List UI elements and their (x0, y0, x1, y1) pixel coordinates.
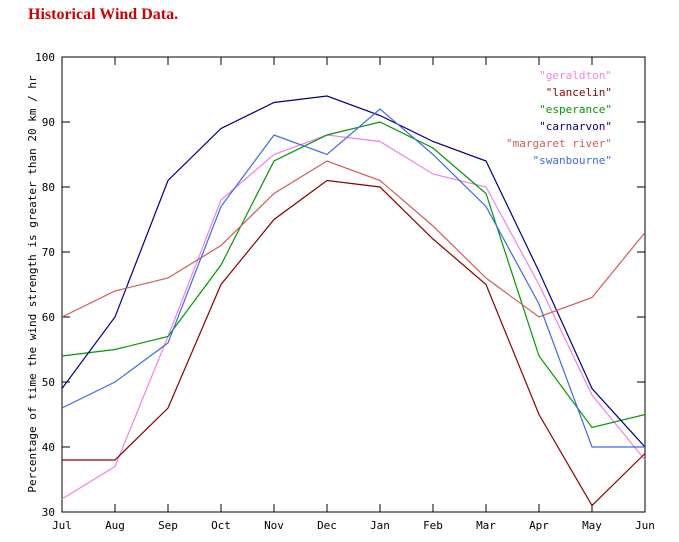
x-tick-label: Apr (529, 519, 549, 532)
y-tick-label: 90 (42, 116, 55, 129)
x-tick-label: Feb (423, 519, 443, 532)
x-tick-label: Dec (317, 519, 337, 532)
y-tick-label: 100 (35, 51, 55, 64)
y-axis-label: Percentage of time the wind strength is … (26, 75, 39, 493)
x-tick-label: Jan (370, 519, 390, 532)
series-line-margaret-river (61, 160, 646, 318)
y-tick-label: 80 (42, 181, 55, 194)
legend-label-carnarvon: "carnarvon" (539, 120, 612, 133)
x-tick-label: Oct (211, 519, 231, 532)
legend-label-lancelin: "lancelin" (546, 86, 612, 99)
y-tick-label: 50 (42, 376, 55, 389)
x-tick-label: May (582, 519, 602, 532)
x-tick-label: Jun (635, 519, 655, 532)
legend: "geraldton" "lancelin" "esperance" "carn… (506, 69, 612, 167)
series-line-esperance (61, 121, 646, 429)
y-tick-label: 70 (42, 246, 55, 259)
page-title: Historical Wind Data. (28, 6, 179, 23)
x-tick-label: Nov (264, 519, 284, 532)
series-line-swanbourne (61, 108, 645, 448)
legend-label-margaret-river: "margaret river" (506, 137, 612, 150)
legend-label-esperance: "esperance" (539, 103, 612, 116)
y-tick-label: 60 (42, 311, 55, 324)
x-tick-label: Mar (476, 519, 496, 532)
series-line-carnarvon (61, 95, 646, 448)
x-tick-label: Sep (158, 519, 178, 532)
series-line-lancelin (62, 179, 646, 507)
y-tick-label: 40 (42, 441, 55, 454)
series-line-geraldton (61, 134, 646, 500)
plot-content: 30 40 50 60 70 80 90 100 Jul Aug Sep Oct Nov Dec Jan Fe… (35, 51, 655, 532)
legend-label-swanbourne: "swanbourne" (533, 154, 612, 167)
legend-label-geraldton: "geraldton" (539, 69, 612, 82)
plot-border (61, 56, 646, 513)
y-tick-label: 30 (42, 506, 55, 519)
x-tick-label: Jul (52, 519, 72, 532)
x-tick-label: Aug (105, 519, 125, 532)
